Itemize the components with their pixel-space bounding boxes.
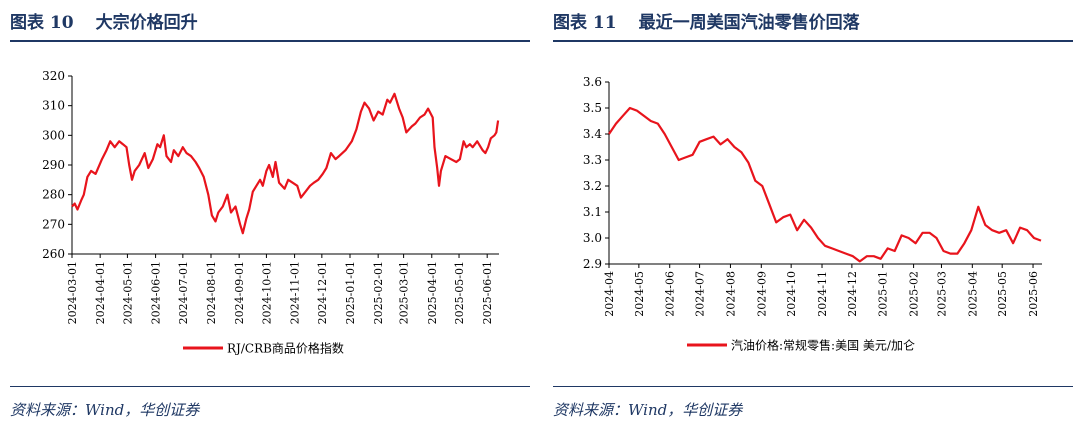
x-tick-label: 2025-03-01 (398, 261, 411, 324)
x-tick-label: 2024-04-01 (94, 261, 107, 324)
legend-label: 汽油价格:常规零售:美国 美元/加仑 (731, 338, 915, 353)
y-tick-label: 3.0 (583, 231, 602, 245)
x-tick-label: 2025-05-01 (453, 261, 466, 324)
x-tick-label: 2024-09 (755, 271, 768, 317)
y-tick-label: 3.2 (583, 179, 602, 193)
figure-10-title-rule (10, 40, 530, 42)
y-tick-label: 320 (42, 69, 65, 83)
x-tick-label: 2024-12-01 (316, 261, 329, 324)
x-tick-label: 2024-11 (816, 271, 829, 317)
x-tick-label: 2025-03 (935, 271, 948, 317)
figure-10-source-rule (10, 386, 530, 387)
x-tick-label: 2024-12 (846, 271, 859, 317)
x-tick-label: 2025-01 (877, 271, 890, 317)
x-tick-label: 2024-05-01 (121, 261, 134, 324)
x-tick-label: 2024-06-01 (150, 261, 163, 324)
figure-11-label: 图表 11 (553, 13, 617, 33)
y-tick-label: 270 (42, 217, 65, 231)
x-tick-label: 2024-10-01 (260, 261, 273, 324)
x-tick-label: 2025-02-01 (372, 261, 385, 324)
x-tick-label: 2024-08-01 (205, 261, 218, 324)
series-line (71, 92, 500, 235)
figure-11-title-text: 最近一周美国汽油零售价回落 (638, 13, 860, 33)
y-tick-label: 3.1 (583, 205, 602, 219)
legend: 汽油价格:常规零售:美国 美元/加仑 (687, 338, 915, 353)
figure-11-title-rule (553, 40, 1073, 42)
y-tick-label: 3.3 (583, 153, 602, 167)
x-tick-label: 2025-06-01 (481, 261, 494, 324)
figure-10-panel: 图表 10 大宗价格回升 260 270 280 290 300 310 320 2024-03… (10, 0, 530, 434)
x-tick-label: 2025-06 (1027, 271, 1040, 317)
x-tick-label: 2025-04 (966, 271, 979, 317)
figure-11-source-rule (553, 386, 1073, 387)
x-tick-label: 2025-04-01 (426, 261, 439, 324)
figure-10-title: 图表 10 大宗价格回升 (10, 8, 530, 34)
x-tick-label: 2024-04 (603, 271, 616, 317)
series-line (608, 106, 1042, 263)
y-tick-label: 2.9 (583, 257, 602, 271)
y-tick-label: 3.4 (583, 127, 602, 141)
figure-11-source: 资料来源：Wind，华创证券 (553, 401, 743, 419)
y-tick-label: 290 (42, 158, 65, 172)
x-tick-label: 2024-07-01 (177, 261, 190, 324)
x-tick-label: 2024-09-01 (233, 261, 246, 324)
y-tick-label: 300 (42, 128, 65, 142)
y-tick-label: 3.6 (583, 75, 602, 89)
y-tick-label: 280 (42, 188, 65, 202)
x-tick-label: 2024-08 (724, 271, 737, 317)
x-tick-label: 2024-06 (664, 271, 677, 317)
x-tick-label: 2024-03-01 (66, 261, 79, 324)
x-tick-label: 2025-05 (996, 271, 1009, 317)
x-tick-label: 2025-01-01 (344, 261, 357, 324)
crb-index-chart: 260 270 280 290 300 310 320 2024-03-01 2024-04-0… (42, 69, 500, 356)
gasoline-price-chart: 2.9 3.0 3.1 3.2 3.3 3.4 3.5 3.6 2024-04 2024-05 20… (583, 75, 1042, 353)
x-tick-label: 2024-10 (785, 271, 798, 317)
x-tick-label: 2024-11-01 (289, 261, 302, 324)
x-tick-label: 2024-05 (633, 271, 646, 317)
figure-11-title: 图表 11 最近一周美国汽油零售价回落 (553, 8, 1073, 34)
figure-11-panel: 图表 11 最近一周美国汽油零售价回落 2.9 3.0 3.1 3.2 3.3 3.4 3.5… (553, 0, 1073, 434)
x-tick-label: 2024-07 (694, 271, 707, 317)
y-tick-label: 3.5 (583, 101, 602, 115)
y-tick-label: 260 (42, 247, 65, 261)
figure-10-source: 资料来源：Wind，华创证券 (10, 401, 200, 419)
figure-10-label: 图表 10 (10, 13, 74, 33)
y-tick-label: 310 (42, 99, 65, 113)
legend: RJ/CRB商品价格指数 (183, 341, 344, 356)
legend-label: RJ/CRB商品价格指数 (227, 341, 344, 356)
x-tick-label: 2025-02 (908, 271, 921, 317)
figure-10-title-text: 大宗价格回升 (95, 13, 198, 33)
